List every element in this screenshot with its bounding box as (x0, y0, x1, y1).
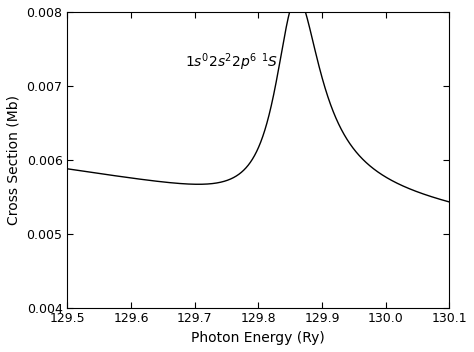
X-axis label: Photon Energy (Ry): Photon Energy (Ry) (191, 331, 325, 345)
Y-axis label: Cross Section (Mb): Cross Section (Mb) (7, 95, 21, 225)
Text: $1s^{0}2s^{2}2p^{6}\ ^{1}S$: $1s^{0}2s^{2}2p^{6}\ ^{1}S$ (185, 51, 278, 73)
